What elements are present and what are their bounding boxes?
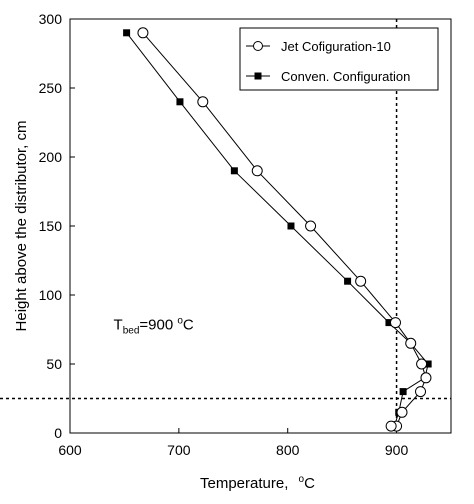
y-tick-label: 250 — [39, 80, 63, 96]
data-point-jet — [197, 96, 209, 108]
data-point-conven — [230, 167, 238, 175]
data-point-conven — [176, 98, 184, 106]
legend-marker-jet — [253, 41, 263, 51]
y-tick-label: 100 — [39, 287, 63, 303]
x-unit-letter: C — [304, 475, 315, 492]
annotation-main: T — [114, 317, 123, 334]
x-tick-label: 600 — [58, 442, 82, 458]
series-line-conven — [126, 32, 429, 427]
data-point-jet — [355, 275, 367, 287]
data-point-conven — [399, 388, 407, 396]
data-point-conven — [385, 319, 393, 327]
x-unit-degree: o — [299, 474, 305, 485]
data-point-jet — [385, 420, 397, 432]
legend-label-jet: Jet Cofiguration-10 — [281, 39, 391, 54]
x-axis-title: Temperature, oC — [200, 474, 315, 492]
legend-box — [239, 27, 439, 91]
data-point-jet — [415, 386, 427, 398]
data-point-jet — [137, 27, 149, 39]
legend: Jet Cofiguration-10 Conven. Configuratio… — [239, 27, 439, 91]
annotation-unit: C — [183, 317, 194, 334]
data-point-jet — [405, 337, 417, 349]
data-point-jet — [305, 220, 317, 232]
y-tick-label: 150 — [39, 218, 63, 234]
t-bed-annotation: Tbed=900 oC — [114, 316, 194, 337]
x-axis-title-text: Temperature, — [200, 475, 288, 492]
data-point-conven — [287, 222, 295, 230]
x-tick-label: 900 — [385, 442, 409, 458]
legend-marker-conven — [254, 72, 262, 80]
data-point-conven — [344, 277, 352, 285]
data-point-jet — [396, 406, 408, 418]
x-axis-title-unit: oC — [299, 474, 316, 492]
tick-labels: 600 700 800 900 0 50 100 150 200 250 300 — [39, 11, 409, 458]
data-point-jet — [389, 317, 401, 329]
y-tick-label: 200 — [39, 149, 63, 165]
data-series — [123, 27, 432, 432]
y-axis-title: Height above the distributor, cm — [13, 121, 30, 332]
series-line-jet — [142, 32, 427, 427]
data-point-conven — [123, 29, 131, 37]
annotation-value: =900 — [139, 317, 177, 334]
data-point-conven — [424, 360, 432, 368]
x-tick-label: 700 — [167, 442, 191, 458]
legend-label-conven: Conven. Configuration — [281, 69, 410, 84]
y-tick-label: 300 — [39, 11, 63, 27]
x-tick-label: 800 — [276, 442, 300, 458]
y-tick-label: 50 — [46, 356, 62, 372]
annotation-sub: bed — [123, 326, 140, 337]
annotation-sup: o — [177, 316, 183, 327]
data-point-jet — [251, 165, 263, 177]
data-point-jet — [416, 358, 428, 370]
y-tick-label: 0 — [54, 425, 62, 441]
data-point-jet — [420, 372, 432, 384]
